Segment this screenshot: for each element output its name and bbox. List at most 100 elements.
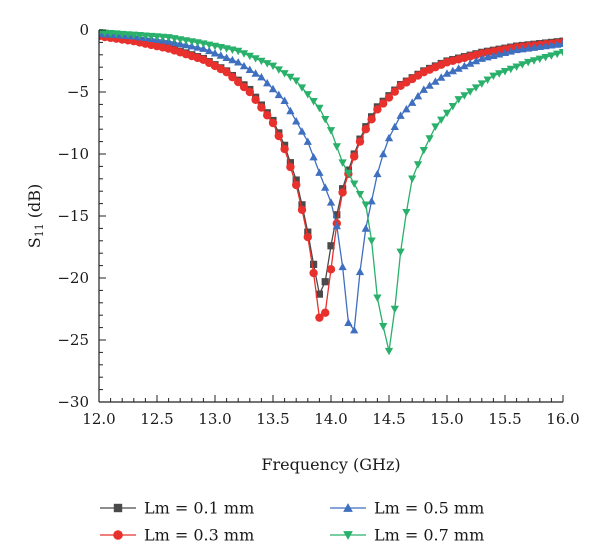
series-3 <box>99 29 563 334</box>
y-tick-label: 0 <box>79 21 89 39</box>
data-point <box>199 44 208 52</box>
x-tick-label: 12.0 <box>82 410 115 428</box>
data-point <box>112 30 121 38</box>
data-point <box>239 82 249 92</box>
data-point <box>558 49 563 57</box>
data-point <box>327 242 335 250</box>
y-tick-label: −5 <box>67 83 89 101</box>
data-point <box>245 65 254 73</box>
data-point <box>373 169 382 178</box>
data-point <box>303 91 312 99</box>
y-axis-title-unit: (dB) <box>25 184 44 224</box>
data-point <box>437 73 446 81</box>
data-point <box>239 61 249 70</box>
data-point <box>170 35 179 43</box>
axes-layer: 12.0 12.5 13.0 13.5 14.0 14.5 15.0 15.5 16.0 0 −5 −… <box>57 21 579 428</box>
data-point <box>558 39 563 47</box>
data-point <box>373 105 382 114</box>
x-tick-label: 16.0 <box>546 410 579 428</box>
data-point <box>263 111 272 120</box>
data-point <box>379 149 388 158</box>
legend-label: Lm = 0.5 mm <box>374 499 484 518</box>
data-point <box>361 125 370 134</box>
data-point <box>361 224 370 232</box>
data-point <box>234 77 243 87</box>
data-point <box>274 90 283 99</box>
data-point <box>326 265 336 274</box>
data-point <box>251 95 260 104</box>
data-point <box>535 42 544 51</box>
data-point <box>303 137 312 145</box>
data-point <box>355 190 365 199</box>
data-point <box>292 176 300 184</box>
data-point <box>321 183 330 191</box>
data-point <box>216 51 225 59</box>
data-point <box>402 104 411 113</box>
data-point <box>344 169 353 178</box>
data-point <box>326 127 336 135</box>
data-point <box>147 32 156 41</box>
data-point <box>286 162 295 172</box>
data-point <box>413 161 423 169</box>
data-point <box>367 196 376 205</box>
data-point <box>448 66 457 75</box>
data-point <box>408 175 417 183</box>
data-point <box>268 84 278 93</box>
legend-label: Lm = 0.3 mm <box>144 526 254 545</box>
data-point <box>251 55 260 63</box>
legend-item: Lm = 0.1 mm <box>100 499 254 518</box>
data-point <box>361 201 370 209</box>
data-point <box>309 268 318 278</box>
data-point <box>384 347 394 356</box>
series-line-4 <box>99 31 563 352</box>
data-point <box>297 84 307 92</box>
data-point <box>245 87 254 97</box>
data-point <box>257 103 266 112</box>
data-point <box>286 73 295 82</box>
data-point <box>489 72 498 81</box>
legend-item: Lm = 0.7 mm <box>330 526 484 545</box>
data-point <box>181 37 191 45</box>
data-point <box>123 31 133 39</box>
data-point <box>367 237 376 245</box>
data-point <box>280 96 289 104</box>
data-point <box>338 159 347 167</box>
data-point <box>251 69 260 77</box>
data-point <box>297 205 307 214</box>
y-axis-title-main: S <box>25 237 44 248</box>
legend-marker <box>343 503 353 512</box>
data-point <box>274 66 283 74</box>
data-point <box>286 106 295 115</box>
data-point <box>310 260 318 268</box>
data-point <box>390 122 399 131</box>
data-point <box>384 93 394 102</box>
data-point <box>222 67 231 77</box>
data-point <box>292 117 301 125</box>
data-point <box>390 87 399 96</box>
data-point <box>350 152 359 161</box>
legend-item: Lm = 0.5 mm <box>330 499 484 518</box>
data-point <box>367 115 376 124</box>
data-point <box>315 104 324 113</box>
data-point <box>448 102 457 111</box>
data-point <box>321 115 330 124</box>
data-point <box>332 143 341 151</box>
data-point <box>286 159 294 167</box>
series-layer <box>99 29 563 356</box>
data-point <box>541 53 550 62</box>
data-point <box>100 29 109 38</box>
data-point <box>419 85 428 93</box>
data-point <box>152 33 162 41</box>
data-point <box>222 53 231 62</box>
x-tick-label: 13.5 <box>256 410 289 428</box>
data-point <box>315 168 324 176</box>
data-point <box>477 80 486 88</box>
data-point <box>263 78 272 87</box>
series-2 <box>99 32 563 322</box>
data-point <box>396 111 405 119</box>
data-point <box>106 29 115 38</box>
data-point <box>245 52 254 61</box>
data-point <box>332 221 341 230</box>
data-point <box>210 49 220 57</box>
